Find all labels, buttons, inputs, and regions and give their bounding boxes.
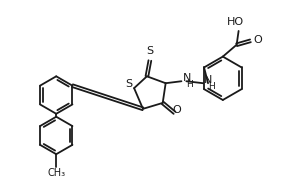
Text: H: H xyxy=(208,82,215,91)
Text: N: N xyxy=(204,75,213,85)
Text: O: O xyxy=(253,35,262,45)
Text: N: N xyxy=(183,73,191,83)
Text: S: S xyxy=(146,46,153,56)
Text: H: H xyxy=(186,80,193,89)
Text: CH₃: CH₃ xyxy=(47,168,65,178)
Text: O: O xyxy=(172,105,181,115)
Text: S: S xyxy=(126,79,133,89)
Text: HO: HO xyxy=(227,17,244,27)
